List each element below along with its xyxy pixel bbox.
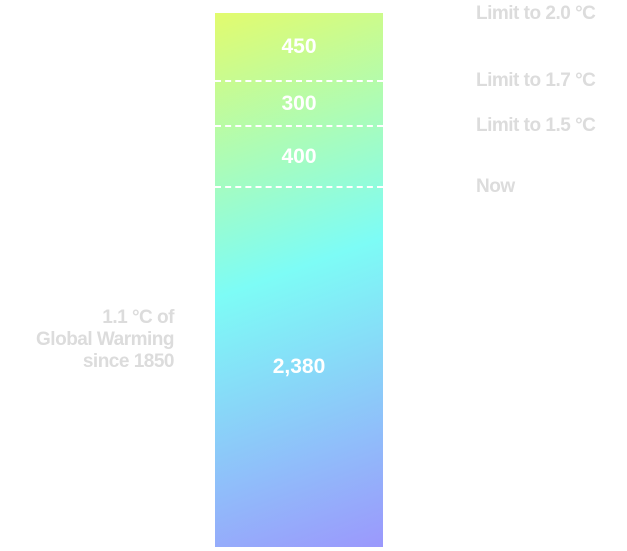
annotation-line-2: Global Warming bbox=[36, 329, 174, 350]
segment-value-label: 2,380 bbox=[272, 354, 326, 378]
stacked-bar: 2,380 400 300 450 bbox=[215, 13, 383, 547]
threshold-divider bbox=[215, 80, 383, 83]
threshold-divider bbox=[215, 125, 383, 128]
warming-annotation: 1.1 °C of Global Warming since 1850 bbox=[36, 307, 174, 373]
threshold-label: Limit to 1.7 °C bbox=[476, 70, 596, 92]
annotation-line-3: since 1850 bbox=[82, 351, 175, 372]
bar-gradient-fill bbox=[215, 13, 383, 547]
segment-value-label: 400 bbox=[281, 144, 317, 168]
threshold-label: Limit to 1.5 °C bbox=[476, 115, 596, 137]
threshold-label: Limit to 2.0 °C bbox=[476, 3, 596, 24]
segment-value-label: 300 bbox=[281, 91, 317, 115]
annotation-line-1: 1.1 °C of bbox=[102, 307, 174, 328]
threshold-label: Now bbox=[476, 175, 515, 197]
threshold-divider bbox=[215, 185, 383, 188]
segment-value-label: 450 bbox=[281, 35, 317, 59]
